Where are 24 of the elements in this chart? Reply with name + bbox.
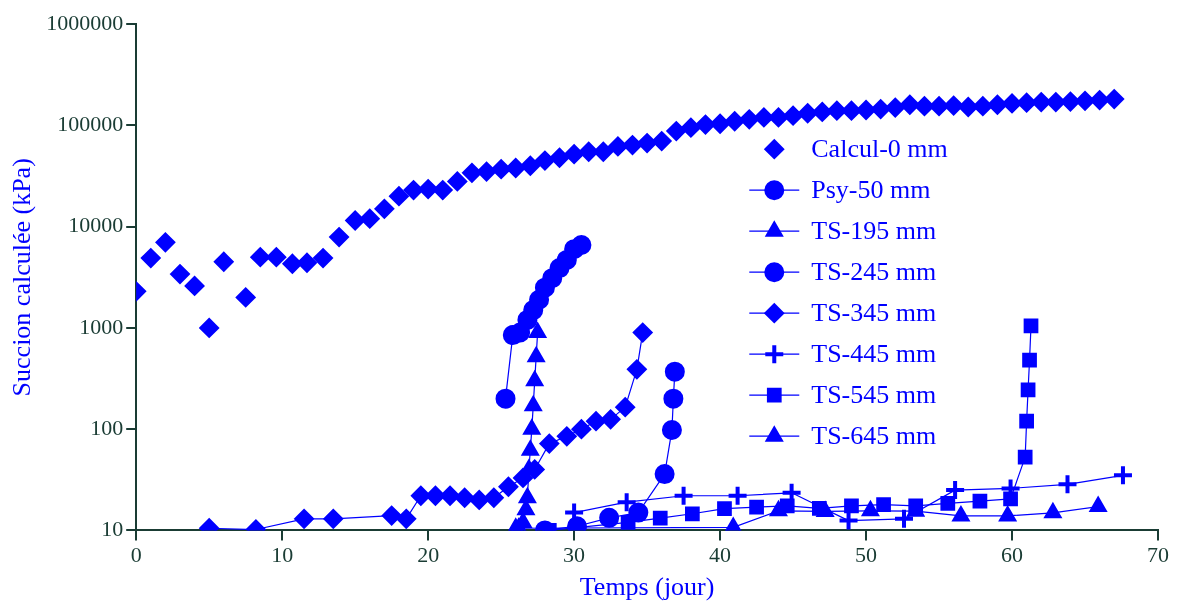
x-tick-label: 10 xyxy=(271,542,294,568)
legend-label: TS-345 mm xyxy=(811,298,937,328)
legend-label: TS-195 mm xyxy=(811,216,937,246)
y-tick-label: 1000000 xyxy=(46,9,124,35)
legend-label: TS-445 mm xyxy=(811,339,937,369)
y-tick-label: 1000 xyxy=(79,313,124,339)
legend-label: Psy-50 mm xyxy=(811,175,931,205)
x-axis-title: Temps (jour) xyxy=(579,572,715,602)
x-tick-label: 40 xyxy=(709,542,732,568)
x-tick-label: 70 xyxy=(1147,542,1169,568)
legend-label: Calcul-0 mm xyxy=(811,134,948,164)
x-tick-label: 30 xyxy=(563,542,586,568)
y-axis-title: Succion calculée (kPa) xyxy=(7,158,37,397)
x-tick-label: 0 xyxy=(130,542,142,568)
y-tick-label: 10 xyxy=(101,516,124,542)
x-tick-label: 60 xyxy=(1001,542,1024,568)
legend-label: TS-245 mm xyxy=(811,257,937,287)
y-tick-label: 100000 xyxy=(57,111,124,137)
y-tick-label: 10000 xyxy=(68,212,124,238)
x-tick-label: 50 xyxy=(855,542,878,568)
legend-label: TS-645 mm xyxy=(811,421,937,451)
x-tick-label: 20 xyxy=(417,542,440,568)
legend-label: TS-545 mm xyxy=(811,380,937,410)
y-tick-label: 100 xyxy=(90,414,124,440)
